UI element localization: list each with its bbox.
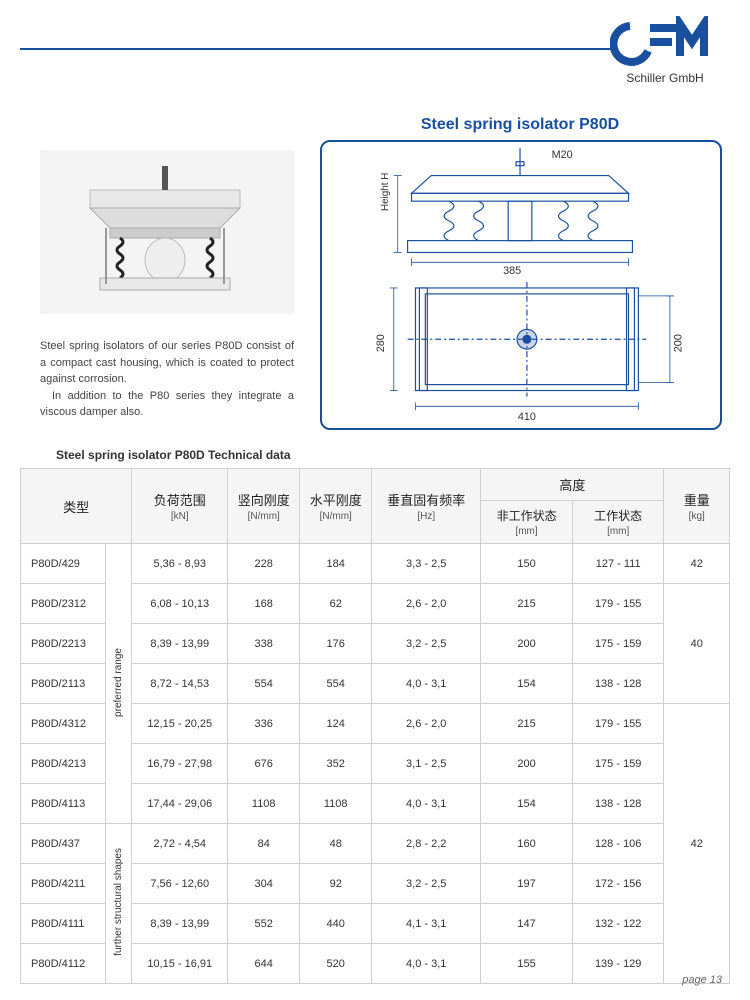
th-freq: 垂直固有频率[Hz] — [372, 469, 481, 544]
th-weight: 重量[kg] — [664, 469, 730, 544]
th-height-non: 非工作状态[mm] — [481, 501, 573, 544]
technical-data-table: 类型 负荷范围[kN] 竖向刚度[N/mm] 水平刚度[N/mm] 垂直固有频率… — [20, 468, 730, 984]
brand-logo: Schiller GmbH — [610, 16, 720, 85]
th-height-work: 工作状态[mm] — [572, 501, 664, 544]
th-horiz: 水平刚度[N/mm] — [300, 469, 372, 544]
th-vert: 竖向刚度[N/mm] — [228, 469, 300, 544]
drawing-height-label: Height H — [380, 173, 391, 211]
cfm-logo-icon — [610, 16, 720, 66]
drawing-dim-410: 410 — [518, 411, 536, 423]
header-rule — [20, 48, 610, 50]
group-further: further structural shapes — [113, 848, 124, 956]
table-row: P80D/437 further structural shapes 2,72 … — [21, 824, 730, 864]
th-load: 负荷范围[kN] — [132, 469, 228, 544]
product-photo — [40, 150, 294, 314]
drawing-dim-280: 280 — [375, 334, 387, 352]
drawing-dim-200: 200 — [673, 334, 685, 352]
th-height: 高度 — [481, 469, 664, 501]
group-preferred: preferred range — [113, 648, 124, 717]
th-type: 类型 — [21, 469, 132, 544]
product-description: Steel spring isolators of our series P80… — [40, 338, 294, 421]
page-title: Steel spring isolator P80D — [320, 116, 720, 134]
technical-drawing: M20 Height H 385 — [320, 140, 722, 430]
desc-paragraph-1: Steel spring isolators of our series P80… — [40, 338, 294, 388]
drawing-thread-label: M20 — [552, 149, 573, 161]
table-title: Steel spring isolator P80D Technical dat… — [56, 448, 291, 462]
table-row: P80D/429 preferred range 5,36 - 8,932281… — [21, 544, 730, 584]
brand-subtitle: Schiller GmbH — [610, 71, 720, 85]
drawing-dim-385: 385 — [503, 265, 521, 277]
desc-paragraph-2: In addition to the P80 series they integ… — [40, 388, 294, 421]
page-number: page 13 — [682, 974, 722, 986]
